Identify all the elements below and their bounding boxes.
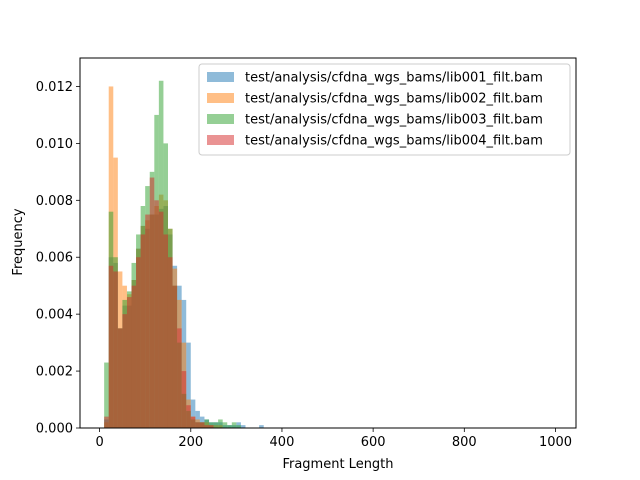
bar xyxy=(140,234,146,428)
x-tick-label: 600 xyxy=(361,435,386,450)
y-tick-label: 0.002 xyxy=(36,365,73,380)
legend-label: test/analysis/cfdna_wgs_bams/lib001_filt… xyxy=(245,71,543,86)
bar xyxy=(154,200,159,428)
bar xyxy=(108,265,114,428)
bar xyxy=(163,234,168,428)
y-tick-label: 0.010 xyxy=(36,137,73,152)
legend-swatch xyxy=(207,114,234,124)
bar xyxy=(136,257,141,428)
x-tick-label: 0 xyxy=(95,435,103,450)
bar xyxy=(177,328,182,428)
bar xyxy=(218,419,223,428)
x-tick-label: 800 xyxy=(452,435,477,450)
bar xyxy=(199,422,205,428)
legend-swatch xyxy=(207,72,234,82)
bar xyxy=(236,425,241,428)
x-tick-label: 200 xyxy=(178,435,203,450)
bar xyxy=(195,422,200,428)
legend-label: test/analysis/cfdna_wgs_bams/lib004_filt… xyxy=(245,134,543,149)
bar xyxy=(104,362,109,428)
bars-layer xyxy=(104,80,264,429)
x-tick-label: 1000 xyxy=(539,435,572,450)
x-axis-ticks: 0 200 400 600 800 1000 xyxy=(95,428,572,450)
axes-frame xyxy=(79,57,577,429)
bar xyxy=(126,297,132,428)
bar xyxy=(227,425,232,428)
y-axis-ticks: 0.000 0.002 0.004 0.006 0.008 0.010 0.012 xyxy=(36,80,80,437)
bar xyxy=(213,422,219,428)
bar xyxy=(158,211,164,428)
x-tick-label: 400 xyxy=(270,435,295,450)
bar xyxy=(181,371,187,428)
bar xyxy=(186,405,191,428)
legend-box xyxy=(198,63,571,156)
y-tick-label: 0.000 xyxy=(36,422,73,437)
legend-swatch xyxy=(207,135,234,145)
x-axis-label: Fragment Length xyxy=(282,457,393,472)
bar xyxy=(204,425,210,428)
bar xyxy=(113,271,118,428)
bar xyxy=(117,328,123,428)
bar xyxy=(190,399,196,428)
bar xyxy=(186,342,191,428)
bar xyxy=(209,425,214,428)
bar xyxy=(172,285,178,428)
bar xyxy=(149,177,155,428)
y-axis-label: Frequency xyxy=(11,208,26,275)
bar xyxy=(122,314,127,428)
y-tick-label: 0.004 xyxy=(36,308,73,323)
bar xyxy=(231,422,237,428)
bar xyxy=(190,416,196,428)
bar xyxy=(222,422,228,428)
legend: test/analysis/cfdna_wgs_bams/lib001_filt… xyxy=(198,63,571,156)
y-tick-label: 0.006 xyxy=(36,251,73,266)
bar xyxy=(131,285,137,428)
bar xyxy=(145,214,150,428)
bar xyxy=(240,425,246,428)
y-tick-label: 0.012 xyxy=(36,80,73,95)
legend-label: test/analysis/cfdna_wgs_bams/lib002_filt… xyxy=(245,92,543,107)
bar xyxy=(259,425,264,428)
legend-label: test/analysis/cfdna_wgs_bams/lib003_filt… xyxy=(245,113,543,128)
series-4 xyxy=(104,177,214,428)
bar xyxy=(104,416,109,428)
bar xyxy=(167,257,173,428)
y-tick-label: 0.008 xyxy=(36,194,73,209)
bar xyxy=(204,419,210,428)
legend-swatch xyxy=(207,93,234,103)
